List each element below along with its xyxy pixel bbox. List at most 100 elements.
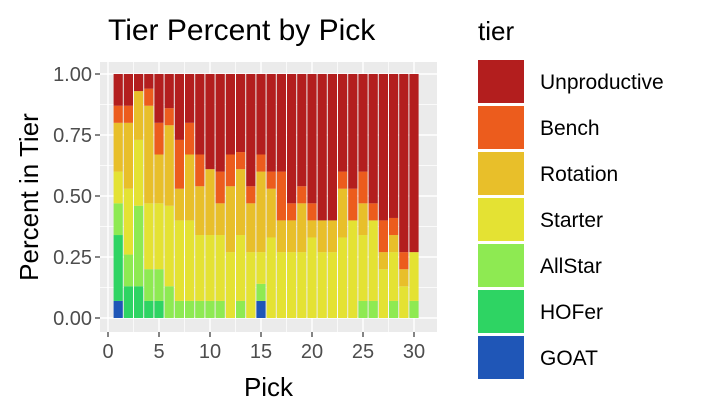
- bar-segment-allstar-pick-6: [164, 286, 174, 318]
- legend-swatch-rotation: [478, 152, 524, 195]
- bar-segment-allstar-pick-15: [256, 283, 266, 301]
- bar-segment-starter-pick-12: [225, 252, 235, 318]
- bar-segment-goat-pick-1: [113, 300, 123, 318]
- bar-segment-starter-pick-1: [113, 171, 123, 204]
- bar-segment-unproductive-pick-12: [225, 74, 235, 155]
- bar-segment-unproductive-pick-3: [134, 74, 144, 92]
- legend-label-rotation: Rotation: [540, 163, 618, 186]
- legend-title: tier: [478, 16, 514, 46]
- bar-segment-allstar-pick-3: [134, 205, 144, 287]
- bar-segment-starter-pick-29: [399, 286, 409, 318]
- bar-segment-unproductive-pick-1: [113, 74, 123, 106]
- bar-segment-goat-pick-15: [256, 300, 266, 318]
- bar-segment-unproductive-pick-20: [307, 74, 317, 204]
- bar-segment-starter-pick-10: [205, 235, 215, 301]
- bar-segment-bench-pick-19: [297, 186, 307, 204]
- bar-segment-hofer-pick-5: [154, 300, 164, 318]
- bar-segment-unproductive-pick-4: [144, 74, 154, 89]
- bar-segment-unproductive-pick-10: [205, 74, 215, 170]
- bar-segment-allstar-pick-11: [215, 300, 225, 318]
- bar-segment-unproductive-pick-27: [378, 74, 388, 221]
- legend-label-unproductive: Unproductive: [540, 71, 664, 94]
- bar-segment-starter-pick-17: [276, 252, 286, 318]
- legend-swatch-hofer: [478, 290, 524, 333]
- bar-segment-rotation-pick-12: [225, 186, 235, 253]
- legend-label-hofer: HOFer: [540, 301, 603, 324]
- y-axis-label: Percent in Tier: [14, 113, 44, 281]
- bar-segment-allstar-pick-30: [409, 300, 419, 318]
- bar-segment-rotation-pick-27: [378, 252, 388, 270]
- bar-segment-bench-pick-18: [287, 203, 297, 221]
- bar-segment-starter-pick-25: [358, 235, 368, 301]
- legend-label-allstar: AllStar: [540, 255, 602, 278]
- bar-segment-unproductive-pick-16: [266, 74, 276, 172]
- bar-segment-starter-pick-16: [266, 237, 276, 318]
- bar-segment-allstar-pick-5: [154, 269, 164, 301]
- bar-segment-rotation-pick-2: [123, 122, 133, 189]
- bar-segment-unproductive-pick-25: [358, 74, 368, 172]
- bar-segment-allstar-pick-13: [236, 300, 246, 318]
- bar-segment-starter-pick-6: [164, 205, 174, 287]
- bar-segment-rotation-pick-17: [276, 220, 286, 253]
- bar-segment-allstar-pick-4: [144, 269, 154, 301]
- bar-segment-bench-pick-27: [378, 220, 388, 253]
- bar-segment-rotation-pick-8: [185, 154, 195, 221]
- bar-segment-unproductive-pick-2: [123, 74, 133, 106]
- legend-swatch-unproductive: [478, 60, 524, 103]
- x-tick-label: 15: [250, 341, 272, 363]
- bar-segment-hofer-pick-2: [123, 286, 133, 318]
- bar-segment-bench-pick-7: [174, 139, 184, 189]
- bar-segment-bench-pick-12: [225, 154, 235, 187]
- legend-label-goat: GOAT: [540, 347, 598, 370]
- bar-segment-unproductive-pick-26: [368, 74, 378, 204]
- bar-segment-rotation-pick-5: [154, 154, 164, 204]
- bar-segment-starter-pick-19: [297, 252, 307, 318]
- bar-segment-bench-pick-15: [256, 154, 266, 172]
- bar-segment-allstar-pick-28: [389, 300, 399, 318]
- bar-segment-rotation-pick-29: [399, 269, 409, 287]
- bar-segment-bench-pick-1: [113, 105, 123, 123]
- x-tick-label: 10: [199, 341, 221, 363]
- bar-segment-rotation-pick-11: [215, 203, 225, 236]
- bar-segment-rotation-pick-7: [174, 188, 184, 221]
- bar-segment-bench-pick-11: [215, 171, 225, 204]
- bar-segment-unproductive-pick-19: [297, 74, 307, 187]
- bar-segment-bench-pick-9: [195, 154, 205, 187]
- bar-segment-bench-pick-24: [348, 188, 358, 221]
- bar-segment-bench-pick-4: [144, 88, 154, 106]
- bar-segment-rotation-pick-3: [134, 91, 144, 140]
- bar-segment-starter-pick-21: [317, 252, 327, 318]
- bar-segment-starter-pick-4: [144, 203, 154, 270]
- x-tick-label: 0: [102, 341, 113, 363]
- y-tick-label: 0.25: [53, 247, 92, 269]
- bar-segment-starter-pick-7: [174, 220, 184, 301]
- legend-swatch-allstar: [478, 244, 524, 287]
- bar-segment-unproductive-pick-24: [348, 74, 358, 189]
- bar-segment-starter-pick-28: [389, 252, 399, 301]
- bar-segment-bench-pick-5: [154, 122, 164, 155]
- bar-segment-rotation-pick-20: [307, 220, 317, 238]
- bar-segment-rotation-pick-22: [327, 220, 337, 253]
- bar-segment-allstar-pick-9: [195, 300, 205, 318]
- bar-segment-hofer-pick-1: [113, 235, 123, 301]
- bar-segment-rotation-pick-10: [205, 169, 215, 236]
- bar-segment-starter-pick-8: [185, 220, 195, 301]
- bar-segment-unproductive-pick-13: [236, 74, 246, 153]
- x-tick-label: 5: [153, 341, 164, 363]
- y-axis: 0.00 0.25 0.50 0.75 1.00: [53, 64, 100, 330]
- bar-segment-rotation-pick-14: [246, 203, 256, 253]
- bar-segment-bench-pick-25: [358, 171, 368, 204]
- bar-segment-bench-pick-17: [276, 171, 286, 221]
- bar-segment-starter-pick-15: [256, 252, 266, 284]
- bar-segment-unproductive-pick-17: [276, 74, 286, 172]
- y-tick-label: 0.00: [53, 308, 92, 330]
- bar-segment-unproductive-pick-11: [215, 74, 225, 172]
- bar-segment-rotation-pick-23: [338, 188, 348, 238]
- bar-segment-starter-pick-5: [154, 203, 164, 270]
- bar-segment-unproductive-pick-18: [287, 74, 297, 204]
- bar-segment-starter-pick-22: [327, 252, 337, 318]
- bar-segment-unproductive-pick-22: [327, 74, 337, 221]
- bar-segment-starter-pick-2: [123, 188, 133, 255]
- bar-segment-unproductive-pick-23: [338, 74, 348, 172]
